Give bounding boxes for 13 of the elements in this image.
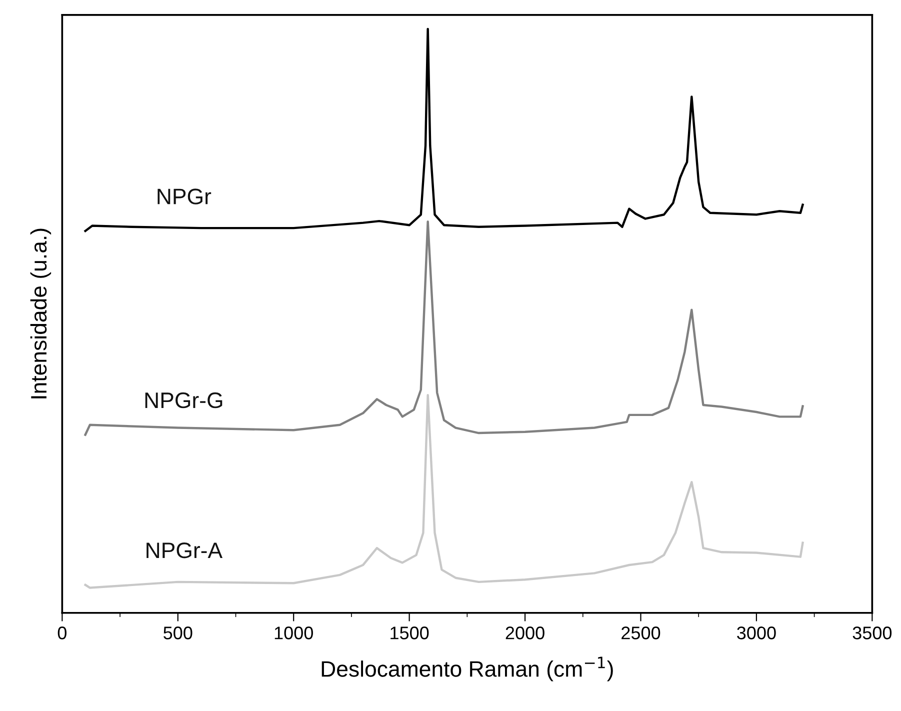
x-tick-label: 2500 — [622, 626, 660, 640]
x-tick-label: 0 — [58, 626, 66, 640]
x-tick-label: 1000 — [274, 626, 313, 640]
series-label: NPGr-G — [145, 392, 222, 408]
series-label: NPGr-A — [146, 542, 223, 558]
x-axis-title: Deslocamento Raman (cm$^{−1}$) — [322, 656, 613, 682]
x-tick-label: 3000 — [737, 626, 776, 640]
x-tick-label: 500 — [164, 626, 192, 640]
series-label: NPGr — [158, 188, 212, 204]
x-tick-label: 1500 — [390, 626, 429, 640]
x-tick-label: 3500 — [852, 626, 892, 640]
y-axis-title: Intensidade (u.a.) — [30, 228, 52, 398]
x-tick-label: 2000 — [506, 626, 544, 640]
